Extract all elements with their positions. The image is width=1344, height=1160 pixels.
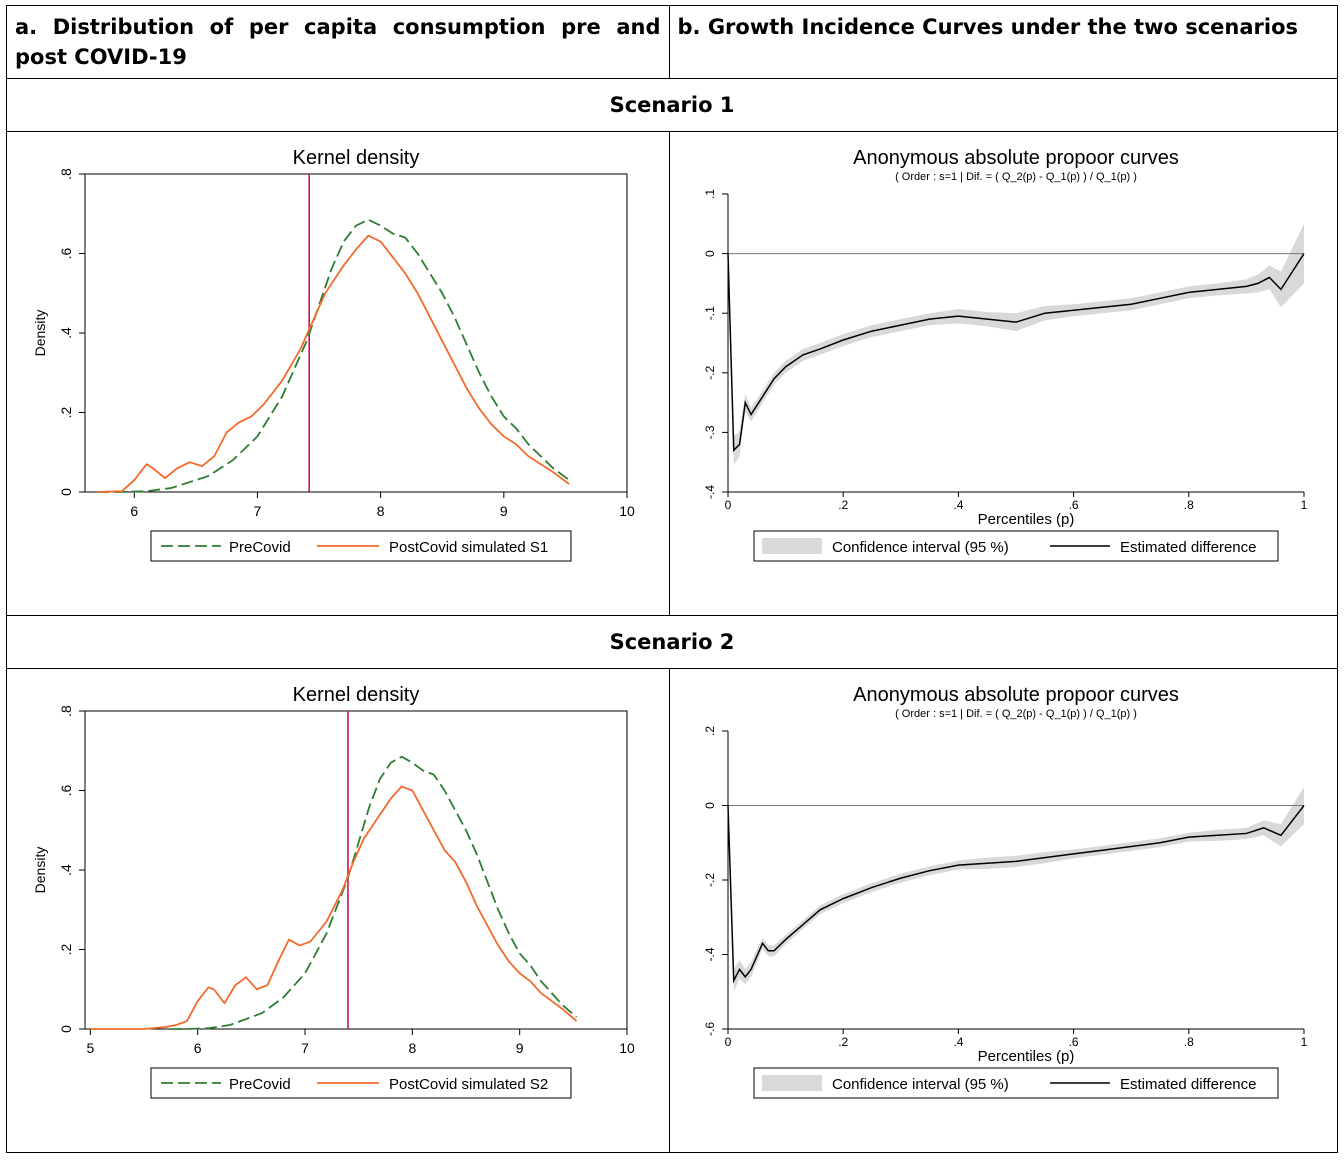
x-tick-label: 9 [500,503,508,519]
header-a: a. Distribution of per capita consumptio… [6,5,670,79]
y-tick-label: 0 [703,250,717,257]
scenario-2-label: Scenario 2 [6,615,1338,669]
y-tick-label: .2 [703,726,717,736]
s2-density-cell: Kernel density 0 .2 .4 .6 .8 Density 5 6 7 8 9 10 Pre… [6,668,670,1153]
x-tick-label: 9 [516,1040,524,1056]
s1-density-cell: Kernel density 0 .2 .4 .6 .8 Density 6 7 8 9 10 PreC… [6,131,670,616]
x-tick-label: 7 [254,503,262,519]
x-tick-label: 5 [86,1040,94,1056]
y-tick-label: -.3 [703,425,717,439]
series-line-difference [726,805,1305,984]
x-tick-label: 6 [130,503,138,519]
legend-label-difference: Estimated difference [1120,1076,1256,1093]
x-tick-label: 7 [301,1040,309,1056]
series-line-difference [726,253,1305,453]
series-line-precovid [170,755,578,1030]
y-axis-label: Density [32,847,48,894]
s1-gic-cell: Anonymous absolute propoor curves ( Order… [668,131,1338,616]
legend-key-ci [761,538,822,554]
y-tick-label: -.4 [703,485,717,499]
confidence-band [727,223,1304,466]
legend-label-postcovid: PostCovid simulated S2 [389,1076,548,1093]
x-tick-label: .8 [1183,498,1193,512]
legend-label-ci: Confidence interval (95 %) [832,539,1009,556]
y-tick-label: 0 [58,488,74,496]
chart-subtitle: ( Order : s=1 | Dif. = ( Q_2(p) - Q_1(p)… [895,708,1137,720]
x-tick-label: .2 [838,1035,848,1049]
x-tick-label: .2 [838,498,848,512]
x-tick-label: 8 [377,503,385,519]
y-tick-label: .1 [703,189,717,199]
y-tick-label: 0 [58,1025,74,1033]
y-tick-label: .2 [58,943,74,955]
s2-density-chart: Kernel density 0 .2 .4 .6 .8 Density 5 6 7 8 9 10 Pre… [32,684,635,1099]
legend-label-postcovid: PostCovid simulated S1 [389,539,548,556]
x-tick-label: .6 [1068,1035,1078,1049]
legend-key-ci [761,1075,822,1091]
y-tick-label: .6 [58,784,74,796]
chart-subtitle: ( Order : s=1 | Dif. = ( Q_2(p) - Q_1(p)… [895,171,1137,183]
x-tick-label: 1 [1300,498,1307,512]
y-tick-label: .6 [58,247,74,259]
s1-gic-chart: Anonymous absolute propoor curves ( Order… [703,147,1307,562]
y-tick-label: -.4 [703,947,717,961]
x-tick-label: 0 [724,1035,731,1049]
x-tick-label: 6 [194,1040,202,1056]
legend-label-precovid: PreCovid [229,539,291,556]
x-tick-label: 10 [619,503,635,519]
y-tick-label: -.2 [703,873,717,887]
plot-frame [84,173,628,493]
chart-title: Anonymous absolute propoor curves [853,684,1179,706]
legend-label-ci: Confidence interval (95 %) [832,1076,1009,1093]
y-axis-label: Density [32,310,48,357]
chart-title: Kernel density [293,684,420,706]
confidence-band [727,786,1304,992]
x-tick-label: 0 [724,498,731,512]
x-axis-label: Percentiles (p) [977,511,1074,528]
x-tick-label: 1 [1300,1035,1307,1049]
y-tick-label: .4 [58,327,74,339]
y-tick-label: .8 [58,705,74,717]
legend-label-difference: Estimated difference [1120,539,1256,556]
scenario-1-label: Scenario 1 [6,78,1338,132]
legend-box [753,530,1278,562]
y-tick-label: -.1 [703,306,717,320]
y-tick-label: -.2 [703,365,717,379]
s1-density-chart: Kernel density 0 .2 .4 .6 .8 Density 6 7 8 9 10 PreC… [32,147,635,562]
series-line-postcovid [90,785,578,1030]
plot-frame [84,710,628,1030]
series-line-precovid [97,218,570,493]
y-tick-label: .2 [58,406,74,418]
x-tick-label: .4 [953,498,963,512]
x-tick-label: .6 [1068,498,1078,512]
x-tick-label: 10 [619,1040,635,1056]
chart-title: Kernel density [293,147,420,169]
chart-title: Anonymous absolute propoor curves [853,147,1179,169]
y-tick-label: .8 [58,168,74,180]
legend-label-precovid: PreCovid [229,1076,291,1093]
s2-gic-cell: Anonymous absolute propoor curves ( Order… [668,668,1338,1153]
x-tick-label: .8 [1183,1035,1193,1049]
legend-box [753,1067,1278,1099]
x-tick-label: .4 [953,1035,963,1049]
s2-gic-chart: Anonymous absolute propoor curves ( Order… [703,684,1307,1099]
x-axis-label: Percentiles (p) [977,1048,1074,1065]
header-b: b. Growth Incidence Curves under the two… [668,5,1338,79]
y-tick-label: 0 [703,802,717,809]
y-tick-label: .4 [58,864,74,876]
y-tick-label: -.6 [703,1022,717,1036]
x-tick-label: 8 [408,1040,416,1056]
series-line-postcovid [97,234,570,493]
